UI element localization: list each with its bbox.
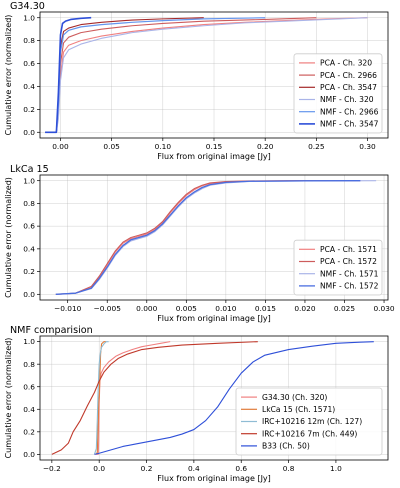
x-tick-label: 0.2 bbox=[141, 464, 153, 473]
y-axis-label: Cumulative error (normalized) bbox=[4, 15, 13, 136]
series-line-6 bbox=[45, 16, 92, 134]
series-line-2 bbox=[45, 17, 317, 133]
x-tick-label: 0.20 bbox=[257, 142, 274, 151]
legend-entry: NMF - Ch. 3547 bbox=[320, 120, 379, 129]
panel-2: LkCa 15 −0.010 −0.005 0.000 0.005 0.010 0.015 0… bbox=[4, 164, 395, 323]
legend-entry: B33 (Ch. 50) bbox=[262, 442, 310, 451]
legend: G34.30 (Ch. 320) LkCa 15 (Ch. 1571) IRC+10… bbox=[235, 387, 383, 456]
x-tick-label: 0.010 bbox=[215, 304, 236, 313]
x-tick-label: 0.00 bbox=[52, 142, 69, 151]
x-axis-label: Flux from original image [Jy] bbox=[157, 314, 271, 323]
legend-entry: PCA - Ch. 320 bbox=[320, 59, 372, 68]
y-tick-label: 0.0 bbox=[23, 128, 35, 137]
series-line-2 bbox=[95, 341, 107, 455]
legend-entry: NMF - Ch. 1572 bbox=[320, 282, 379, 291]
legend-entry: NMF - Ch. 2966 bbox=[320, 107, 379, 116]
x-tick-label: −0.005 bbox=[94, 304, 122, 313]
x-tick-label: −0.010 bbox=[54, 304, 82, 313]
series-line-4 bbox=[51, 341, 258, 455]
legend-entry: PCA - Ch. 2966 bbox=[320, 71, 377, 80]
y-tick-label: 0.2 bbox=[23, 267, 35, 276]
legend-entry: PCA - Ch. 1572 bbox=[320, 257, 377, 266]
legend-entry: G34.30 (Ch. 320) bbox=[262, 393, 327, 402]
series-line-4 bbox=[45, 17, 368, 133]
x-tick-label: 0.020 bbox=[294, 304, 315, 313]
y-axis-label: Cumulative error (normalized) bbox=[4, 177, 13, 298]
y-tick-label: 1.0 bbox=[23, 337, 35, 346]
x-axis-label: Flux from original image [Jy] bbox=[157, 474, 271, 483]
legend: PCA - Ch. 320 PCA - Ch. 2966 PCA - Ch. 354… bbox=[293, 53, 383, 134]
series-line-5 bbox=[94, 341, 374, 455]
series-line-1 bbox=[95, 341, 171, 455]
series-line-5 bbox=[45, 17, 266, 133]
legend-entry: LkCa 15 (Ch. 1571) bbox=[262, 405, 335, 414]
legend: PCA - Ch. 1571 PCA - Ch. 1572 NMF - Ch. 15… bbox=[293, 239, 383, 296]
grid bbox=[40, 175, 388, 300]
y-tick-label: 0.8 bbox=[23, 199, 35, 208]
panel-title: G34.30 bbox=[10, 1, 45, 12]
x-tick-label: 0.005 bbox=[176, 304, 197, 313]
x-tick-label: 0.05 bbox=[103, 142, 120, 151]
legend-entry: NMF - Ch. 1571 bbox=[320, 269, 379, 278]
x-tick-label: 0.4 bbox=[188, 464, 200, 473]
series-line-3 bbox=[93, 341, 109, 455]
x-tick-label: 0.000 bbox=[136, 304, 157, 313]
panel-1: G34.30 0.00 0.05 0.10 0.15 0.20 0.25 0.30 0.0 0.2… bbox=[4, 1, 389, 161]
x-tick-label: 0.030 bbox=[373, 304, 394, 313]
y-tick-label: 0.0 bbox=[23, 290, 35, 299]
y-tick-label: 0.0 bbox=[23, 450, 35, 459]
legend-entry: IRC+10216 7m (Ch. 449) bbox=[262, 429, 357, 438]
legend-entry: NMF - Ch. 320 bbox=[320, 95, 374, 104]
legend-box bbox=[235, 387, 383, 456]
panel-title: LkCa 15 bbox=[10, 164, 49, 175]
y-tick-label: 1.0 bbox=[23, 176, 35, 185]
series-line-2 bbox=[55, 180, 361, 295]
legend-box bbox=[293, 53, 383, 134]
y-tick-label: 0.2 bbox=[23, 105, 35, 114]
x-tick-label: 0.015 bbox=[255, 304, 276, 313]
x-tick-label: 0.10 bbox=[155, 142, 172, 151]
y-tick-label: 0.8 bbox=[23, 360, 35, 369]
x-tick-label: 0.0 bbox=[93, 464, 105, 473]
x-axis-label: Flux from original image [Jy] bbox=[157, 152, 271, 161]
y-tick-label: 0.4 bbox=[23, 405, 35, 414]
axes-frame bbox=[39, 174, 389, 301]
y-tick-label: 0.6 bbox=[23, 59, 35, 68]
y-axis-label: Cumulative error (normalized) bbox=[4, 338, 13, 459]
x-tick-label: 0.8 bbox=[283, 464, 295, 473]
legend-entry: IRC+10216 12m (Ch. 127) bbox=[262, 417, 362, 426]
x-tick-label: 0.6 bbox=[235, 464, 247, 473]
legend-entry: PCA - Ch. 3547 bbox=[320, 83, 377, 92]
x-tick-label: 0.25 bbox=[308, 142, 325, 151]
legend-box bbox=[293, 239, 383, 296]
y-tick-label: 0.2 bbox=[23, 427, 35, 436]
y-tick-label: 1.0 bbox=[23, 13, 35, 22]
x-tick-label: 0.30 bbox=[359, 142, 376, 151]
panel-3: NMF comparision −0.2 0.0 0.2 0.4 0.6 0.8 1.0 0.0… bbox=[4, 325, 389, 483]
series-line-4 bbox=[55, 180, 361, 295]
y-tick-label: 0.4 bbox=[23, 82, 35, 91]
series-line-3 bbox=[45, 17, 204, 133]
y-tick-label: 0.4 bbox=[23, 244, 35, 253]
x-tick-label: 0.025 bbox=[334, 304, 355, 313]
legend-entry: PCA - Ch. 1571 bbox=[320, 245, 377, 254]
y-tick-label: 0.6 bbox=[23, 222, 35, 231]
x-tick-label: −0.2 bbox=[43, 464, 61, 473]
axes-frame bbox=[39, 335, 389, 461]
x-tick-label: 0.15 bbox=[206, 142, 223, 151]
panel-title: NMF comparision bbox=[10, 325, 93, 336]
x-tick-label: 1.0 bbox=[330, 464, 342, 473]
y-tick-label: 0.6 bbox=[23, 382, 35, 391]
y-tick-label: 0.8 bbox=[23, 36, 35, 45]
